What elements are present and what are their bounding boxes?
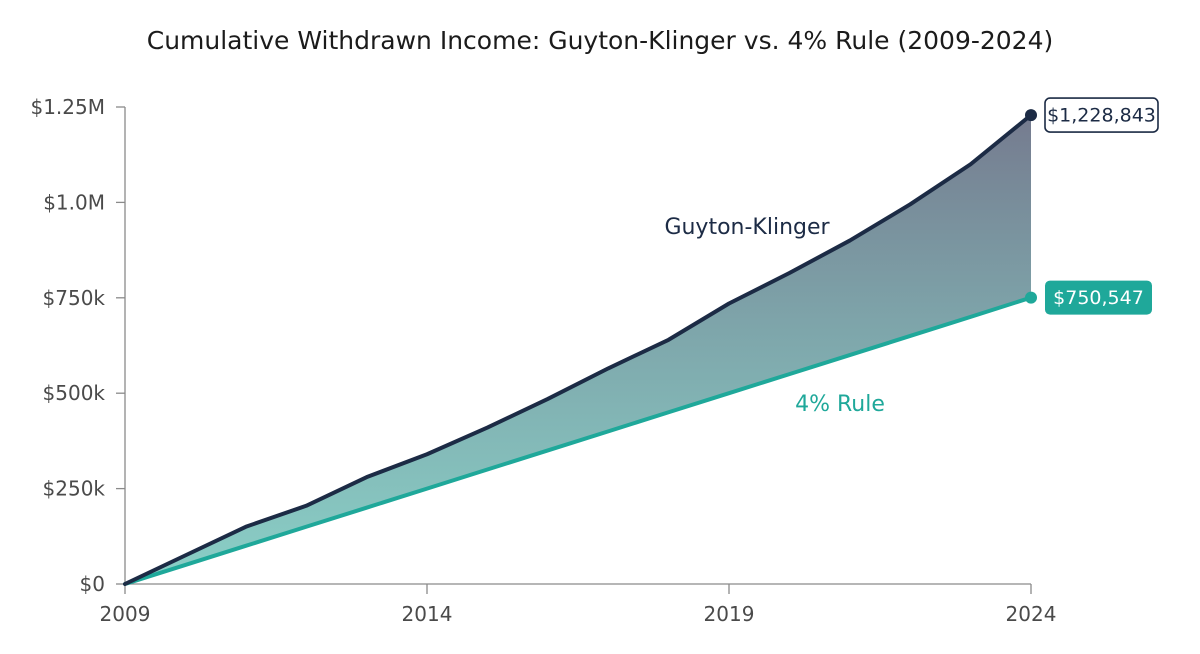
end-label-4pct-rule: $750,547	[1053, 287, 1144, 309]
y-tick-label: $250k	[43, 477, 106, 501]
end-label-box-4pct-rule	[1045, 280, 1152, 315]
y-tick-label: $1.25M	[30, 95, 105, 119]
x-tick-label: 2014	[402, 602, 453, 626]
x-tick-label: 2019	[704, 602, 755, 626]
end-point-4pct-rule	[1025, 291, 1037, 304]
x-tick-label: 2024	[1006, 602, 1057, 626]
series-label-4pct-rule: 4% Rule	[795, 392, 885, 417]
end-point-guyton-klinger	[1025, 109, 1037, 122]
x-tick-label: 2009	[100, 602, 151, 626]
series-line-guyton-klinger	[123, 113, 1033, 586]
end-label-box-guyton-klinger	[1044, 97, 1159, 133]
y-tick-label: $750k	[43, 286, 106, 310]
end-label-guyton-klinger: $1,228,843	[1047, 105, 1156, 127]
y-tick-label: $500k	[43, 381, 106, 405]
y-tick-label: $1.0M	[43, 190, 105, 214]
chart-title: Cumulative Withdrawn Income: Guyton-Klin…	[146, 26, 1054, 55]
series-label-guyton-klinger: Guyton-Klinger	[664, 215, 830, 240]
y-tick-label: $0	[80, 572, 105, 596]
series-line-4pct-rule	[123, 295, 1033, 586]
gap-area	[125, 115, 1031, 584]
